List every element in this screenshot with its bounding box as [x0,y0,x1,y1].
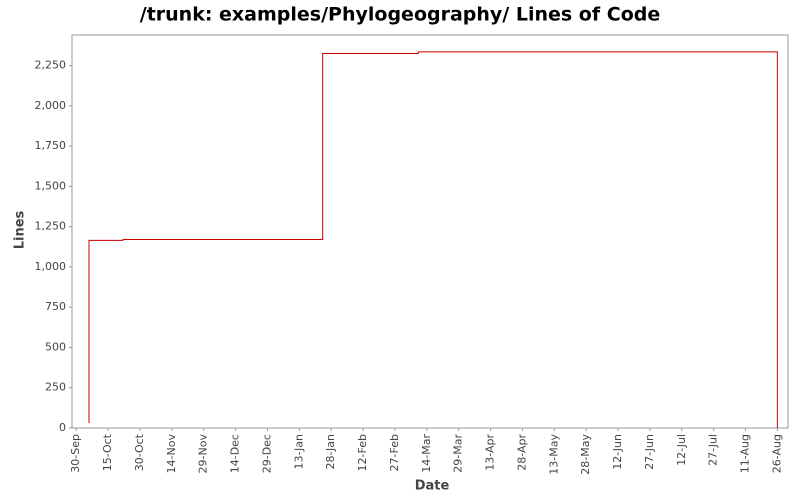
x-tick-label: 30-Oct [133,433,146,471]
x-tick-label: 28-Apr [515,434,528,471]
x-tick-label: 30-Sep [69,434,82,473]
y-tick-label: 1,500 [35,179,67,192]
y-axis-label: Lines [13,210,28,249]
x-tick-label: 28-May [579,434,592,475]
x-tick-label: 29-Dec [260,434,273,473]
x-tick-label: 29-Nov [197,434,210,474]
x-tick-label: 27-Feb [388,434,401,471]
y-tick-label: 2,250 [35,59,67,72]
x-axis-label: Date [415,479,450,494]
y-tick-label: 1,000 [35,260,67,273]
x-tick-label: 14-Dec [229,434,242,473]
x-tick-label: 12-Jul [675,434,688,466]
x-tick-label: 14-Nov [165,434,178,474]
y-tick-label: 0 [59,421,66,434]
y-tick-label: 500 [45,340,66,353]
x-tick-label: 27-Jun [643,434,656,470]
x-tick-label: 13-Apr [484,434,497,471]
y-tick-label: 2,000 [35,99,67,112]
x-tick-label: 29-Mar [452,434,465,473]
x-tick-label: 12-Feb [356,434,369,471]
x-tick-label: 12-Jun [611,434,624,470]
x-tick-label: 28-Jan [324,434,337,470]
x-tick-label: 11-Aug [739,434,752,473]
y-tick-label: 750 [45,300,66,313]
x-tick-label: 13-Jan [292,434,305,470]
y-tick-label: 250 [45,381,66,394]
chart-title: /trunk: examples/Phylogeography/ Lines o… [140,4,660,26]
y-tick-label: 1,250 [35,220,67,233]
step-line [88,51,778,428]
x-tick-label: 26-Aug [770,434,783,473]
y-tick-label: 1,750 [35,139,67,152]
x-tick-label: 14-Mar [420,434,433,473]
x-tick-label: 15-Oct [101,433,114,471]
x-tick-label: 13-May [547,434,560,475]
plot-area [71,34,789,429]
x-tick-label: 27-Jul [707,434,720,466]
